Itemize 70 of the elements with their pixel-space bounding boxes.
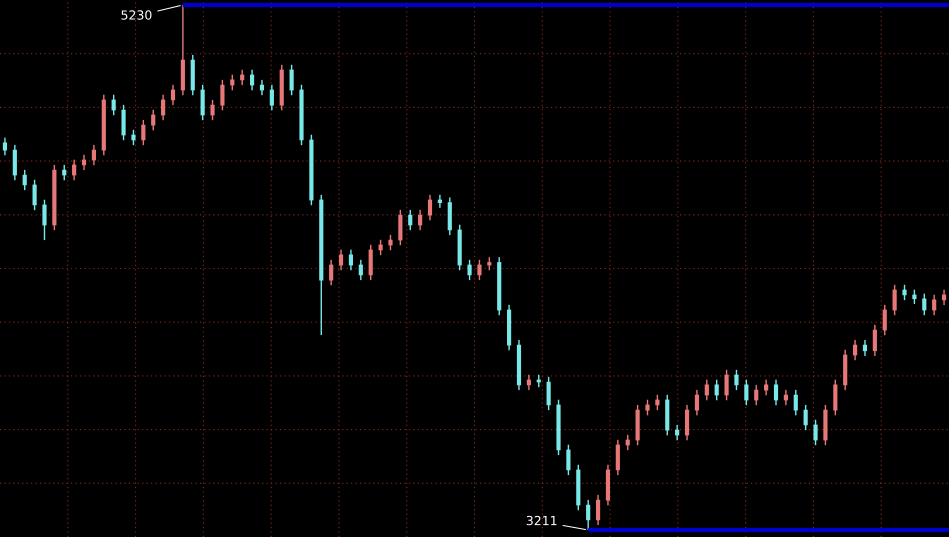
candlestick xyxy=(151,109,156,132)
candlestick xyxy=(131,129,136,146)
candlestick xyxy=(467,259,472,281)
candlestick xyxy=(161,94,166,121)
ref-line-label: 3211 xyxy=(526,516,556,526)
candlestick xyxy=(813,419,818,446)
candlestick xyxy=(487,256,492,271)
candlestick xyxy=(329,259,334,286)
candlestick xyxy=(290,64,294,96)
candlestick xyxy=(210,99,215,121)
candlestick xyxy=(912,289,916,305)
candlestick xyxy=(694,389,699,416)
candlestick xyxy=(536,374,541,388)
candlestick xyxy=(358,259,363,281)
candlestick xyxy=(230,74,234,91)
candlestick xyxy=(596,494,600,526)
candlestick xyxy=(2,136,8,156)
candlestick xyxy=(141,119,146,146)
candlestick xyxy=(804,404,808,431)
candlestick xyxy=(586,499,590,531)
candlestick xyxy=(892,284,897,316)
candlestick xyxy=(853,339,858,361)
candlestick xyxy=(794,389,798,416)
candlestick xyxy=(388,234,393,251)
candlestick xyxy=(526,374,531,391)
candlestick xyxy=(714,379,719,401)
candlestick xyxy=(784,389,788,406)
candlestick xyxy=(942,289,946,306)
candlestick xyxy=(348,248,354,271)
candlestick xyxy=(902,284,907,301)
candlestick xyxy=(428,194,432,221)
candlestick xyxy=(626,434,630,451)
candlestick xyxy=(922,292,926,316)
candlestick xyxy=(250,69,254,91)
candlestick xyxy=(270,84,274,112)
candlestick xyxy=(764,379,768,396)
candlestick xyxy=(378,239,383,256)
candlestick xyxy=(774,379,778,406)
candlestick xyxy=(882,304,887,336)
candlestick xyxy=(22,169,27,191)
candlestick xyxy=(645,399,650,416)
candlestick xyxy=(92,144,96,166)
candlestick xyxy=(566,444,570,476)
candlestick xyxy=(260,79,264,96)
candlestick xyxy=(734,369,739,391)
candlestick xyxy=(72,159,76,181)
candlestick xyxy=(42,199,47,241)
candlestick xyxy=(438,194,442,209)
candlestick xyxy=(62,164,66,181)
candlestick xyxy=(240,69,244,86)
candlestick xyxy=(704,379,709,401)
candlestick xyxy=(744,379,748,406)
candlestick xyxy=(724,369,729,401)
candlestick xyxy=(872,324,877,357)
candlestick xyxy=(932,294,936,316)
candlestick xyxy=(675,424,680,441)
candlestick xyxy=(418,209,422,231)
candlestick xyxy=(477,259,482,281)
candlestick xyxy=(338,248,344,271)
candlestick xyxy=(112,94,116,116)
candlestick xyxy=(754,384,758,406)
candlestick xyxy=(546,376,551,411)
candlestick xyxy=(655,394,660,411)
candlestick xyxy=(82,154,86,171)
candlestick xyxy=(220,79,224,112)
candlestick xyxy=(408,209,412,231)
candlestick xyxy=(32,179,37,211)
ref-line-label: 5230 xyxy=(121,10,152,20)
candlestick xyxy=(862,339,868,357)
candlestick xyxy=(170,84,176,106)
